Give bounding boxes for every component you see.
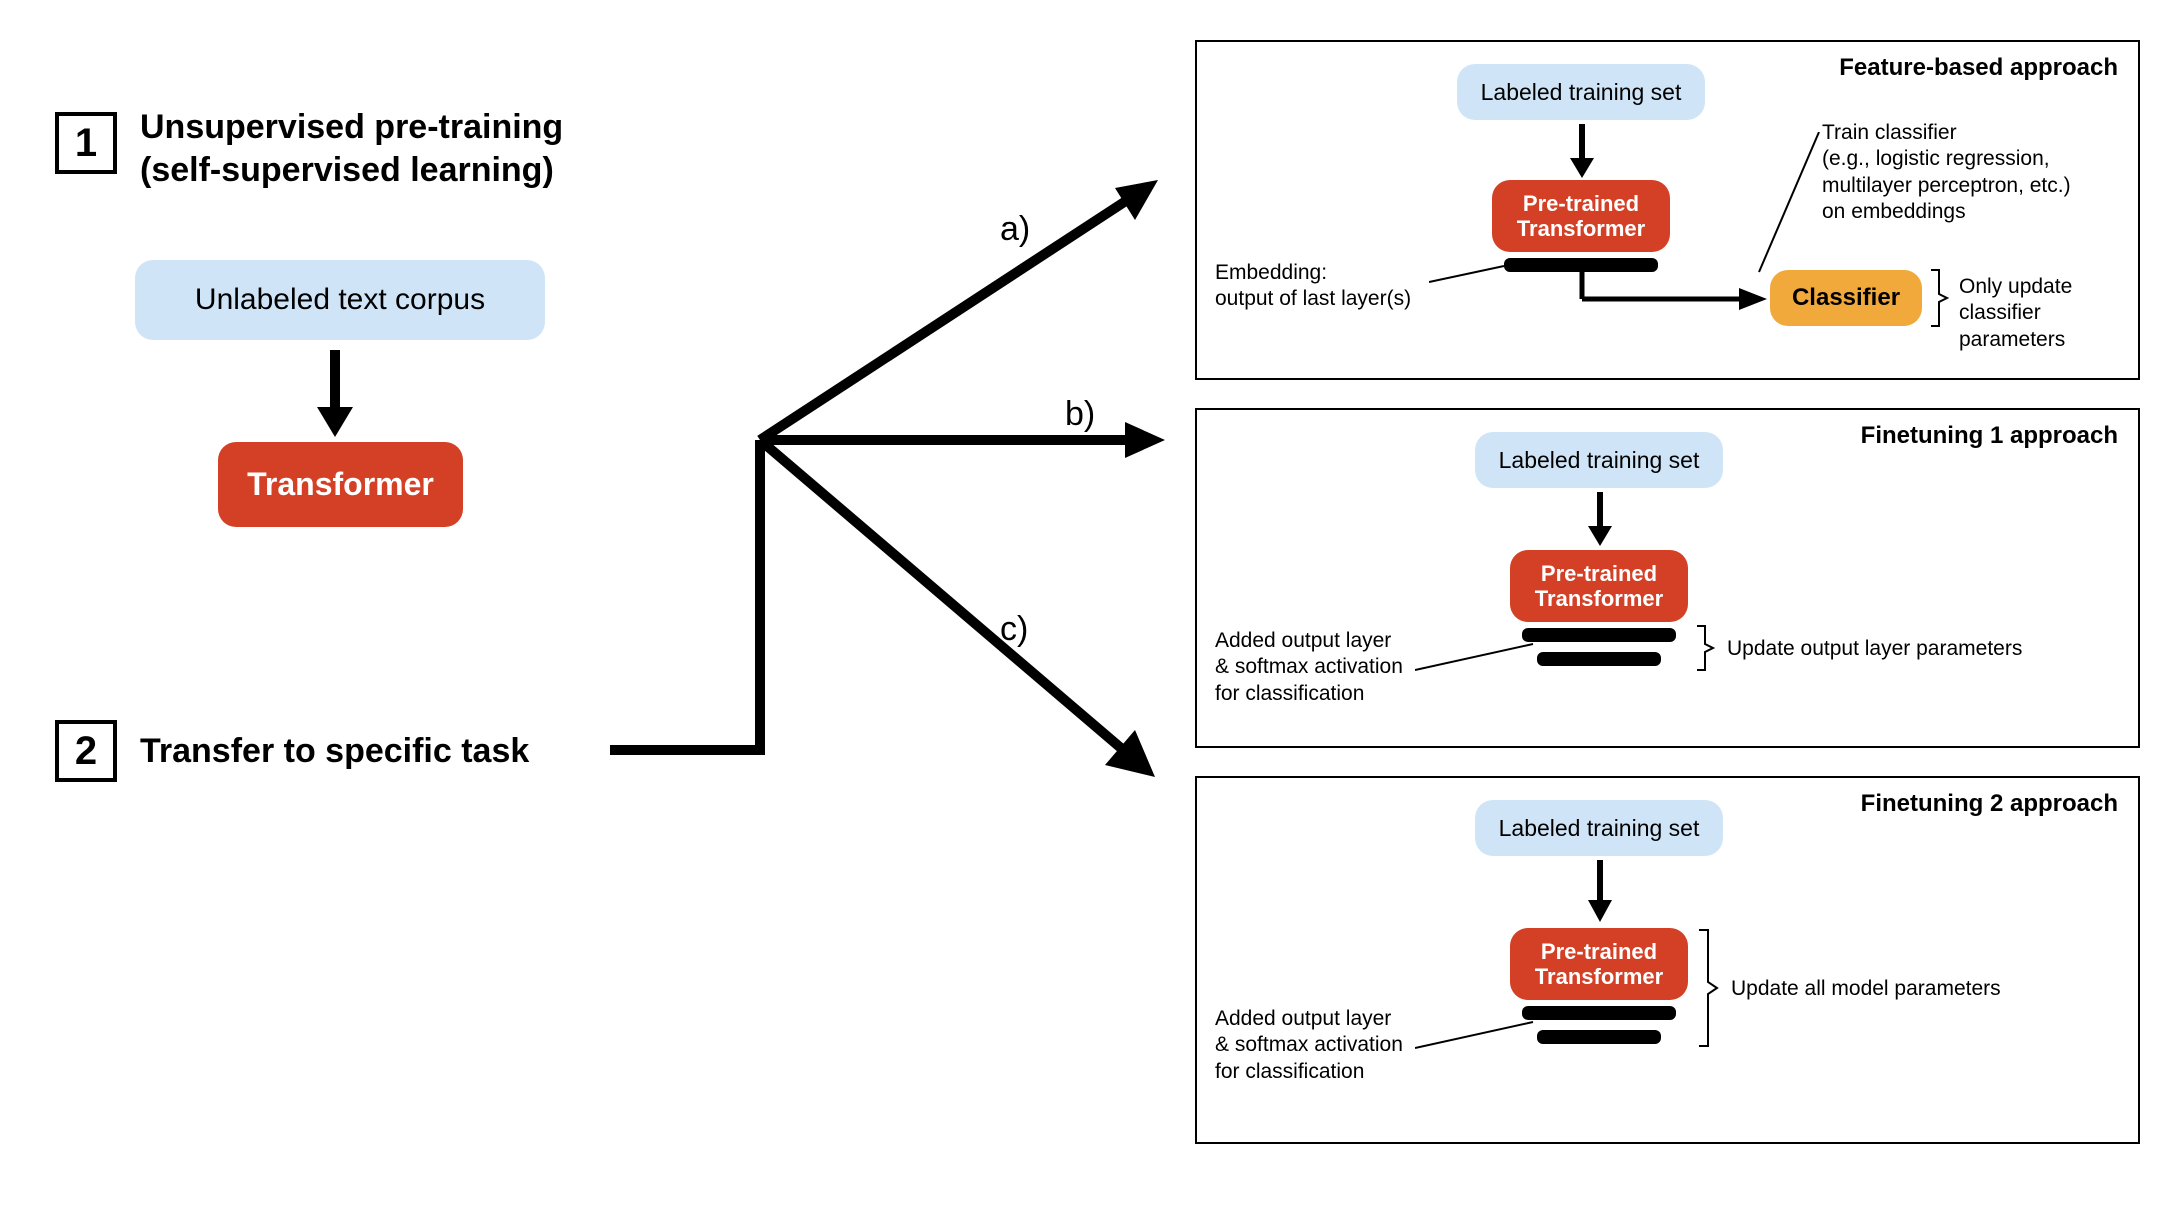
panel-a-elbow-arrow (1577, 264, 1777, 324)
panel-b-title: Finetuning 1 approach (1861, 422, 2118, 450)
step-2-number: 2 (75, 729, 97, 774)
transformer-box: Transformer (218, 442, 463, 527)
panel-a-bracket (1929, 268, 1951, 328)
panel-b: Finetuning 1 approach Labeled training s… (1195, 408, 2140, 748)
panel-b-bracket (1695, 624, 1717, 672)
panel-b-added-text: Added output layer & softmax activation … (1215, 628, 1403, 707)
step-2-box: 2 (55, 720, 117, 782)
panel-b-bar1 (1522, 628, 1676, 642)
panel-a-embedding-line (1429, 264, 1509, 284)
panel-a-embedding-text: Embedding: output of last layer(s) (1215, 260, 1411, 313)
panel-c-pretrained: Pre-trained Transformer (1510, 928, 1688, 1000)
panel-a-train-text: Train classifier (e.g., logistic regress… (1822, 120, 2071, 225)
branch-label-b: b) (1065, 395, 1095, 434)
panel-b-arrow-down (1580, 490, 1620, 550)
panel-c-labeled-set: Labeled training set (1475, 800, 1723, 856)
panel-c-added-text: Added output layer & softmax activation … (1215, 1006, 1403, 1085)
panel-a: Feature-based approach Labeled training … (1195, 40, 2140, 380)
panel-c-arrow-down (1580, 858, 1620, 926)
panel-a-arrow-down (1562, 122, 1602, 182)
branch-arrows (610, 150, 1180, 1050)
step-1-line2: (self-supervised learning) (140, 149, 563, 192)
arrow-corpus-to-transformer (305, 345, 365, 440)
step-1-heading: Unsupervised pre-training (self-supervis… (140, 106, 563, 191)
panel-b-added-line (1415, 642, 1535, 672)
panel-c-bracket (1697, 928, 1721, 1048)
branch-label-a: a) (1000, 210, 1030, 249)
panel-c-update-text: Update all model parameters (1731, 976, 2001, 1002)
panel-c-title: Finetuning 2 approach (1861, 790, 2118, 818)
panel-a-pretrained: Pre-trained Transformer (1492, 180, 1670, 252)
panel-c-bar2 (1537, 1030, 1661, 1044)
panel-c-added-line (1415, 1020, 1535, 1050)
panel-c-bar1 (1522, 1006, 1676, 1020)
panel-a-train-line (1749, 132, 1824, 277)
panel-b-update-text: Update output layer parameters (1727, 636, 2022, 662)
step-2-title: Transfer to specific task (140, 732, 529, 770)
panel-b-pretrained: Pre-trained Transformer (1510, 550, 1688, 622)
corpus-label: Unlabeled text corpus (195, 283, 485, 317)
step-2-heading: Transfer to specific task (140, 732, 529, 771)
panel-c: Finetuning 2 approach Labeled training s… (1195, 776, 2140, 1144)
panel-a-classifier: Classifier (1770, 270, 1922, 326)
panel-b-labeled-set: Labeled training set (1475, 432, 1723, 488)
panel-a-title: Feature-based approach (1839, 54, 2118, 82)
panel-a-labeled-set: Labeled training set (1457, 64, 1705, 120)
branch-label-c: c) (1000, 610, 1028, 649)
transformer-label: Transformer (247, 466, 434, 503)
step-1-box: 1 (55, 112, 117, 174)
panel-b-bar2 (1537, 652, 1661, 666)
corpus-box: Unlabeled text corpus (135, 260, 545, 340)
panel-a-update-text: Only update classifier parameters (1959, 274, 2138, 353)
step-1-number: 1 (75, 121, 97, 166)
step-1-line1: Unsupervised pre-training (140, 106, 563, 149)
